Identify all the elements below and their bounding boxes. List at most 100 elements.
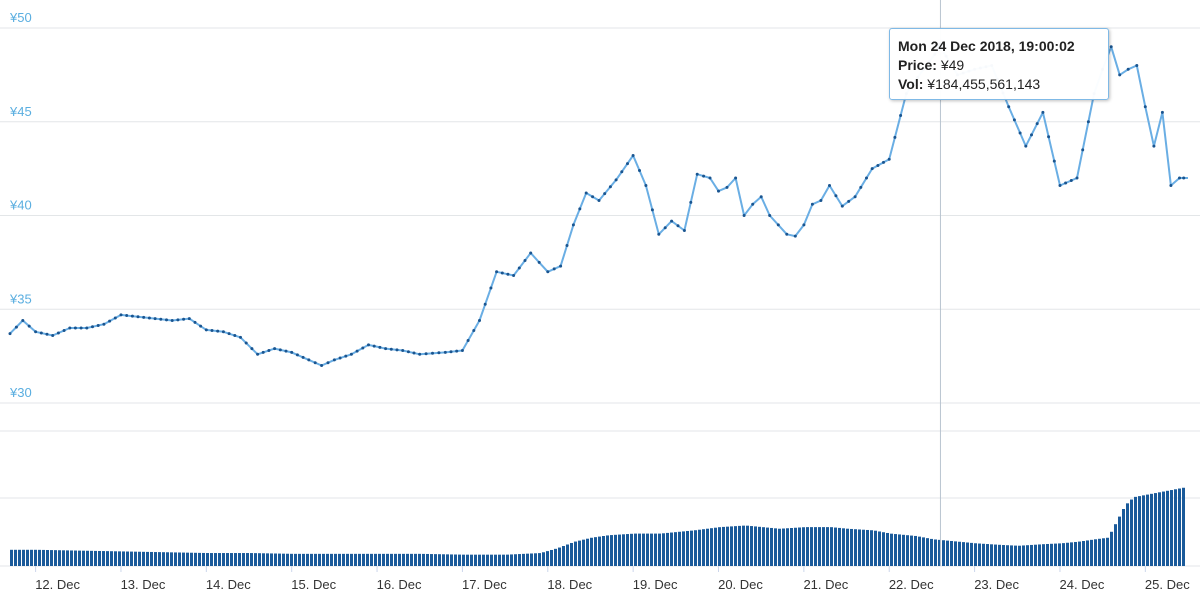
volume-bar: [38, 549, 41, 566]
volume-bar: [754, 526, 757, 566]
volume-bar: [618, 534, 621, 566]
volume-bar: [874, 530, 877, 566]
price-point: [483, 302, 487, 306]
volume-bar: [82, 550, 85, 566]
volume-bar: [926, 538, 929, 566]
price-point: [130, 314, 134, 318]
price-point: [1126, 67, 1130, 71]
volume-bar: [106, 551, 109, 566]
volume-bar: [122, 551, 125, 566]
price-point: [210, 329, 214, 332]
price-point: [14, 325, 18, 329]
volume-bar: [1170, 490, 1173, 566]
price-point: [603, 192, 607, 196]
price-point: [1109, 45, 1113, 49]
volume-bar: [822, 527, 825, 566]
volume-bar: [354, 553, 357, 566]
volume-bar: [674, 532, 677, 566]
volume-bar: [586, 538, 589, 566]
price-point: [1081, 148, 1085, 152]
volume-bar: [262, 553, 265, 566]
volume-bar: [1010, 545, 1013, 566]
volume-bar: [330, 553, 333, 566]
price-point: [418, 352, 422, 356]
volume-bar: [258, 553, 261, 566]
volume-bar: [606, 535, 609, 566]
volume-bar: [210, 553, 213, 566]
price-point: [546, 270, 550, 274]
volume-bar: [546, 551, 549, 566]
price-point: [472, 329, 476, 332]
price-point: [847, 199, 851, 203]
price-point: [170, 319, 174, 322]
price-point: [108, 319, 112, 323]
volume-bar: [450, 554, 453, 566]
volume-bar: [1142, 495, 1145, 566]
price-point: [506, 272, 510, 276]
volume-bar: [474, 554, 477, 566]
volume-bar: [1074, 541, 1077, 566]
volume-bar: [650, 533, 653, 566]
volume-bar: [866, 529, 869, 566]
volume-bar: [390, 553, 393, 566]
price-point: [1012, 118, 1016, 122]
volume-bar: [294, 553, 297, 566]
volume-bar: [50, 550, 53, 566]
volume-bar: [918, 536, 921, 566]
volume-bar: [434, 554, 437, 566]
volume-bar: [930, 538, 933, 566]
price-point: [500, 271, 504, 275]
volume-bar: [1178, 488, 1181, 566]
volume-bar: [1174, 489, 1177, 566]
volume-bar: [1126, 503, 1129, 566]
volume-bar: [250, 553, 253, 566]
volume-bar: [1082, 540, 1085, 566]
volume-bar: [498, 554, 501, 566]
volume-bar: [234, 553, 237, 566]
price-point: [355, 349, 359, 353]
price-point: [644, 184, 648, 187]
price-point: [176, 318, 180, 322]
volume-bar: [510, 554, 513, 566]
price-point: [244, 341, 248, 345]
volume-bar: [562, 546, 565, 566]
price-point: [460, 349, 464, 352]
volume-bar: [346, 553, 349, 566]
volume-bar: [414, 553, 417, 566]
volume-bar: [134, 551, 137, 566]
volume-bar: [614, 534, 617, 566]
volume-bar: [858, 529, 861, 566]
price-point: [702, 174, 706, 178]
price-point: [776, 223, 780, 227]
volume-bar: [970, 542, 973, 566]
volume-bar: [910, 535, 913, 566]
volume-bar: [178, 552, 181, 566]
x-tick-label: 25. Dec: [1145, 577, 1190, 592]
price-point: [51, 334, 55, 337]
x-tick-label: 21. Dec: [803, 577, 848, 592]
volume-bar: [922, 537, 925, 566]
price-point: [828, 184, 831, 187]
price-point: [455, 349, 459, 353]
price-point: [199, 324, 203, 328]
volume-bar: [986, 544, 989, 566]
volume-bar: [206, 553, 209, 566]
volume-bar: [366, 553, 369, 566]
price-point: [159, 317, 163, 321]
volume-bar: [306, 553, 309, 566]
volume-bar: [1114, 524, 1117, 566]
price-point: [412, 351, 416, 355]
price-point: [284, 349, 288, 353]
volume-bar: [26, 549, 29, 566]
volume-bar: [254, 553, 257, 566]
volume-bar: [118, 551, 121, 566]
volume-bar: [578, 540, 581, 566]
volume-bar: [10, 549, 13, 566]
price-point: [478, 319, 481, 322]
x-tick-label: 12. Dec: [35, 577, 80, 592]
volume-bar: [990, 544, 993, 566]
price-point: [239, 335, 242, 339]
volume-bar: [218, 553, 221, 566]
price-point: [466, 339, 470, 342]
volume-bar: [690, 530, 693, 566]
